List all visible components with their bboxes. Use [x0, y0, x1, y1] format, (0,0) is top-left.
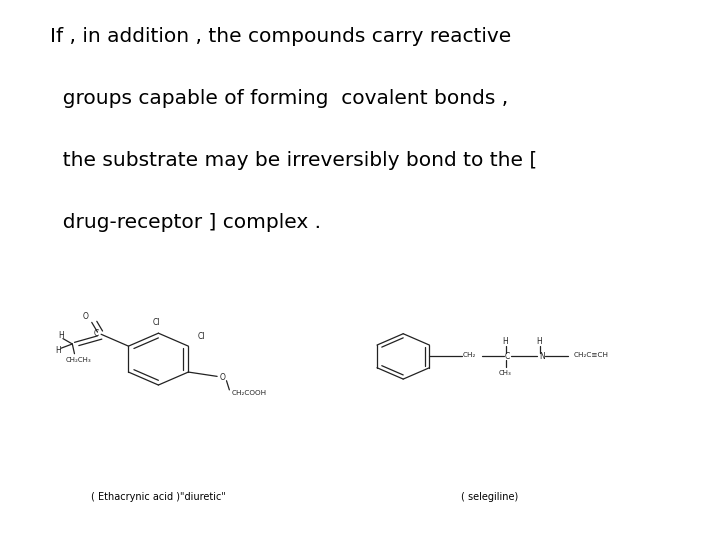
Text: H: H — [536, 337, 541, 346]
Text: Cl: Cl — [153, 318, 160, 327]
Text: CH₂COOH: CH₂COOH — [232, 389, 267, 396]
Text: O: O — [83, 313, 89, 321]
Text: Cl: Cl — [197, 332, 205, 341]
Text: groups capable of forming  covalent bonds ,: groups capable of forming covalent bonds… — [50, 89, 508, 108]
Text: drug-receptor ] complex .: drug-receptor ] complex . — [50, 213, 321, 232]
Text: N: N — [539, 352, 544, 361]
Text: CH₃: CH₃ — [499, 369, 511, 376]
Text: If , in addition , the compounds carry reactive: If , in addition , the compounds carry r… — [50, 27, 512, 46]
Text: O: O — [219, 374, 225, 382]
Text: C: C — [94, 329, 99, 338]
Text: H: H — [58, 332, 63, 340]
Text: H: H — [502, 337, 508, 346]
Text: CH₂: CH₂ — [462, 352, 476, 359]
Text: the substrate may be irreversibly bond to the [: the substrate may be irreversibly bond t… — [50, 151, 538, 170]
Text: ( Ethacrynic acid )"diuretic": ( Ethacrynic acid )"diuretic" — [91, 492, 226, 502]
Text: H: H — [55, 346, 60, 355]
Text: CH₂C≡CH: CH₂C≡CH — [574, 352, 609, 359]
Text: CH₂CH₃: CH₂CH₃ — [66, 357, 91, 363]
Text: C: C — [505, 352, 510, 361]
Text: ( selegiline): ( selegiline) — [461, 492, 518, 502]
